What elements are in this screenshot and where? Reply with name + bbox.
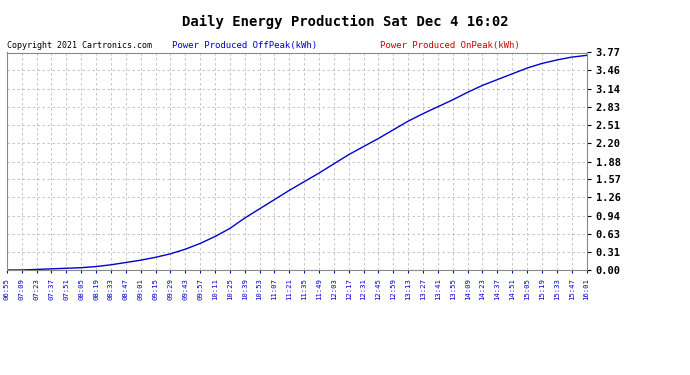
Text: Power Produced OffPeak(kWh): Power Produced OffPeak(kWh): [172, 41, 317, 50]
Text: Copyright 2021 Cartronics.com: Copyright 2021 Cartronics.com: [7, 41, 152, 50]
Text: Daily Energy Production Sat Dec 4 16:02: Daily Energy Production Sat Dec 4 16:02: [181, 15, 509, 29]
Text: Power Produced OnPeak(kWh): Power Produced OnPeak(kWh): [380, 41, 520, 50]
